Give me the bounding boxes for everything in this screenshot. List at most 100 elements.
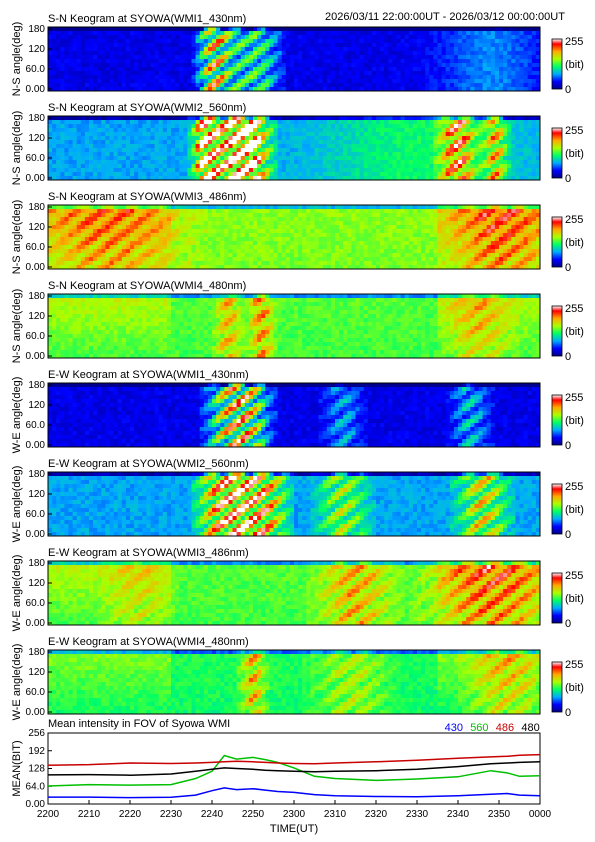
y-tick-label: 120 bbox=[28, 667, 45, 678]
x-tick-label: 2220 bbox=[119, 809, 142, 820]
chart-title: Mean intensity in FOV of Syowa WMI bbox=[48, 718, 230, 730]
colorbar-max-label: 255 bbox=[565, 303, 583, 315]
colorbar-unit-label: (bit) bbox=[565, 326, 584, 338]
y-tick-label: 120 bbox=[28, 311, 45, 322]
colorbar bbox=[552, 306, 562, 356]
y-tick-label: 0.00 bbox=[26, 529, 46, 540]
y-axis-label: N-S angle(deg) bbox=[11, 289, 23, 364]
keogram-title: E-W Keogram at SYOWA(WMI1_430nm) bbox=[48, 369, 249, 381]
keogram-image bbox=[48, 205, 540, 269]
colorbar-max-label: 255 bbox=[565, 214, 583, 226]
colorbar-unit-label: (bit) bbox=[565, 415, 584, 427]
y-tick-label: 120 bbox=[28, 578, 45, 589]
y-axis-label: N-S angle(deg) bbox=[11, 111, 23, 186]
y-tick-label: 0.00 bbox=[26, 351, 46, 362]
keogram-title: S-N Keogram at SYOWA(WMI2_560nm) bbox=[48, 102, 246, 114]
colorbar-max-label: 255 bbox=[565, 36, 583, 48]
keogram-panel: E-W Keogram at SYOWA(WMI1_430nm) 0.00 60.0… bbox=[11, 369, 584, 453]
y-tick-label: 60.0 bbox=[26, 153, 46, 164]
x-tick-label: 2240 bbox=[201, 809, 224, 820]
y-tick-label: 180 bbox=[28, 291, 45, 302]
legend-entry: 430 bbox=[445, 722, 463, 734]
x-tick-label: 2320 bbox=[365, 809, 388, 820]
colorbar-unit-label: (bit) bbox=[565, 682, 584, 694]
colorbar-min-label: 0 bbox=[565, 173, 571, 185]
colorbar-max-label: 255 bbox=[565, 659, 583, 671]
colorbar-min-label: 0 bbox=[565, 351, 571, 363]
y-tick-label: 180 bbox=[28, 558, 45, 569]
colorbar bbox=[552, 484, 562, 534]
keogram-panel: S-N Keogram at SYOWA(WMI4_480nm) 0.00 60.0… bbox=[11, 280, 584, 363]
x-tick-label: 0000 bbox=[529, 809, 552, 820]
y-tick-label: 60.0 bbox=[26, 64, 46, 75]
y-tick-label: 60.0 bbox=[26, 598, 46, 609]
keogram-title: E-W Keogram at SYOWA(WMI4_480nm) bbox=[48, 636, 249, 648]
legend-entry: 480 bbox=[521, 722, 539, 734]
legend-entry: 560 bbox=[470, 722, 488, 734]
colorbar bbox=[552, 573, 562, 623]
keogram-image bbox=[48, 27, 540, 91]
y-tick-label: 0.00 bbox=[26, 84, 46, 95]
keogram-panel: S-N Keogram at SYOWA(WMI1_430nm)0.0060.0… bbox=[11, 13, 584, 96]
keogram-title: S-N Keogram at SYOWA(WMI4_480nm) bbox=[48, 280, 246, 292]
keogram-panel: E-W Keogram at SYOWA(WMI2_560nm) 0.00 60.0… bbox=[11, 458, 584, 542]
colorbar-min-label: 0 bbox=[565, 618, 571, 630]
colorbar-unit-label: (bit) bbox=[565, 148, 584, 160]
y-tick-label: 180 bbox=[28, 469, 45, 480]
keogram-title: S-N Keogram at SYOWA(WMI3_486nm) bbox=[48, 191, 246, 203]
y-tick-label: 180 bbox=[28, 113, 45, 124]
x-tick-label: 2300 bbox=[283, 809, 306, 820]
keogram-panel: E-W Keogram at SYOWA(WMI4_480nm)0.0060.0… bbox=[11, 636, 584, 720]
colorbar-unit-label: (bit) bbox=[565, 59, 584, 71]
y-tick-label: 0.00 bbox=[26, 618, 46, 629]
y-tick-label: 192 bbox=[28, 746, 45, 757]
y-tick-label: 120 bbox=[28, 489, 45, 500]
keogram-panel: E-W Keogram at SYOWA(WMI3_486nm) 0.00 60.0… bbox=[11, 547, 584, 631]
y-tick-label: 180 bbox=[28, 202, 45, 213]
y-tick-label: 0.00 bbox=[26, 262, 46, 273]
colorbar bbox=[552, 217, 562, 267]
keogram-panels: S-N Keogram at SYOWA(WMI1_430nm)0.0060.0… bbox=[11, 13, 584, 720]
colorbar-min-label: 0 bbox=[565, 84, 571, 96]
y-axis-label: W-E angle(deg) bbox=[11, 466, 23, 543]
colorbar-max-label: 255 bbox=[565, 392, 583, 404]
x-tick-label: 2330 bbox=[406, 809, 429, 820]
colorbar bbox=[552, 662, 562, 712]
y-axis-label: MEAN(BIT) bbox=[11, 740, 23, 796]
y-axis-label: N-S angle(deg) bbox=[11, 22, 23, 97]
y-axis-label: W-E angle(deg) bbox=[11, 644, 23, 721]
y-tick-label: 60.0 bbox=[26, 242, 46, 253]
y-tick-label: 60.0 bbox=[26, 509, 46, 520]
colorbar-unit-label: (bit) bbox=[565, 237, 584, 249]
y-tick-label: 0.00 bbox=[26, 440, 46, 451]
y-tick-label: 120 bbox=[28, 44, 45, 55]
x-tick-label: 2210 bbox=[78, 809, 101, 820]
y-tick-label: 0.00 bbox=[26, 173, 46, 184]
x-tick-label: 2230 bbox=[160, 809, 183, 820]
keogram-title: E-W Keogram at SYOWA(WMI3_486nm) bbox=[48, 547, 249, 559]
keogram-image bbox=[48, 472, 540, 536]
y-tick-label: 60.0 bbox=[26, 331, 46, 342]
x-tick-label: 2200 bbox=[37, 809, 60, 820]
y-tick-label: 256 bbox=[28, 728, 45, 739]
colorbar-min-label: 0 bbox=[565, 529, 571, 541]
y-tick-label: 180 bbox=[28, 24, 45, 35]
colorbar-max-label: 255 bbox=[565, 570, 583, 582]
keogram-panel: S-N Keogram at SYOWA(WMI3_486nm) 0.00 60.0… bbox=[11, 191, 584, 274]
y-tick-label: 60.0 bbox=[26, 687, 46, 698]
colorbar-max-label: 255 bbox=[565, 481, 583, 493]
keogram-panel: S-N Keogram at SYOWA(WMI2_560nm) 0.00 60.0… bbox=[11, 102, 584, 185]
legend-entry: 486 bbox=[496, 722, 514, 734]
y-tick-label: 60.0 bbox=[26, 420, 46, 431]
keogram-image bbox=[48, 116, 540, 180]
time-range-label: 2026/03/11 22:00:00UT - 2026/03/12 00:00… bbox=[325, 11, 565, 23]
colorbar-min-label: 0 bbox=[565, 262, 571, 274]
keogram-image bbox=[48, 650, 540, 714]
keogram-image bbox=[48, 561, 540, 625]
mean-intensity-chart: Mean intensity in FOV of Syowa WMI 480 486… bbox=[11, 718, 552, 835]
y-tick-label: 120 bbox=[28, 222, 45, 233]
x-tick-label: 2350 bbox=[488, 809, 511, 820]
colorbar bbox=[552, 39, 562, 89]
keogram-title: E-W Keogram at SYOWA(WMI2_560nm) bbox=[48, 458, 249, 470]
colorbar-unit-label: (bit) bbox=[565, 593, 584, 605]
